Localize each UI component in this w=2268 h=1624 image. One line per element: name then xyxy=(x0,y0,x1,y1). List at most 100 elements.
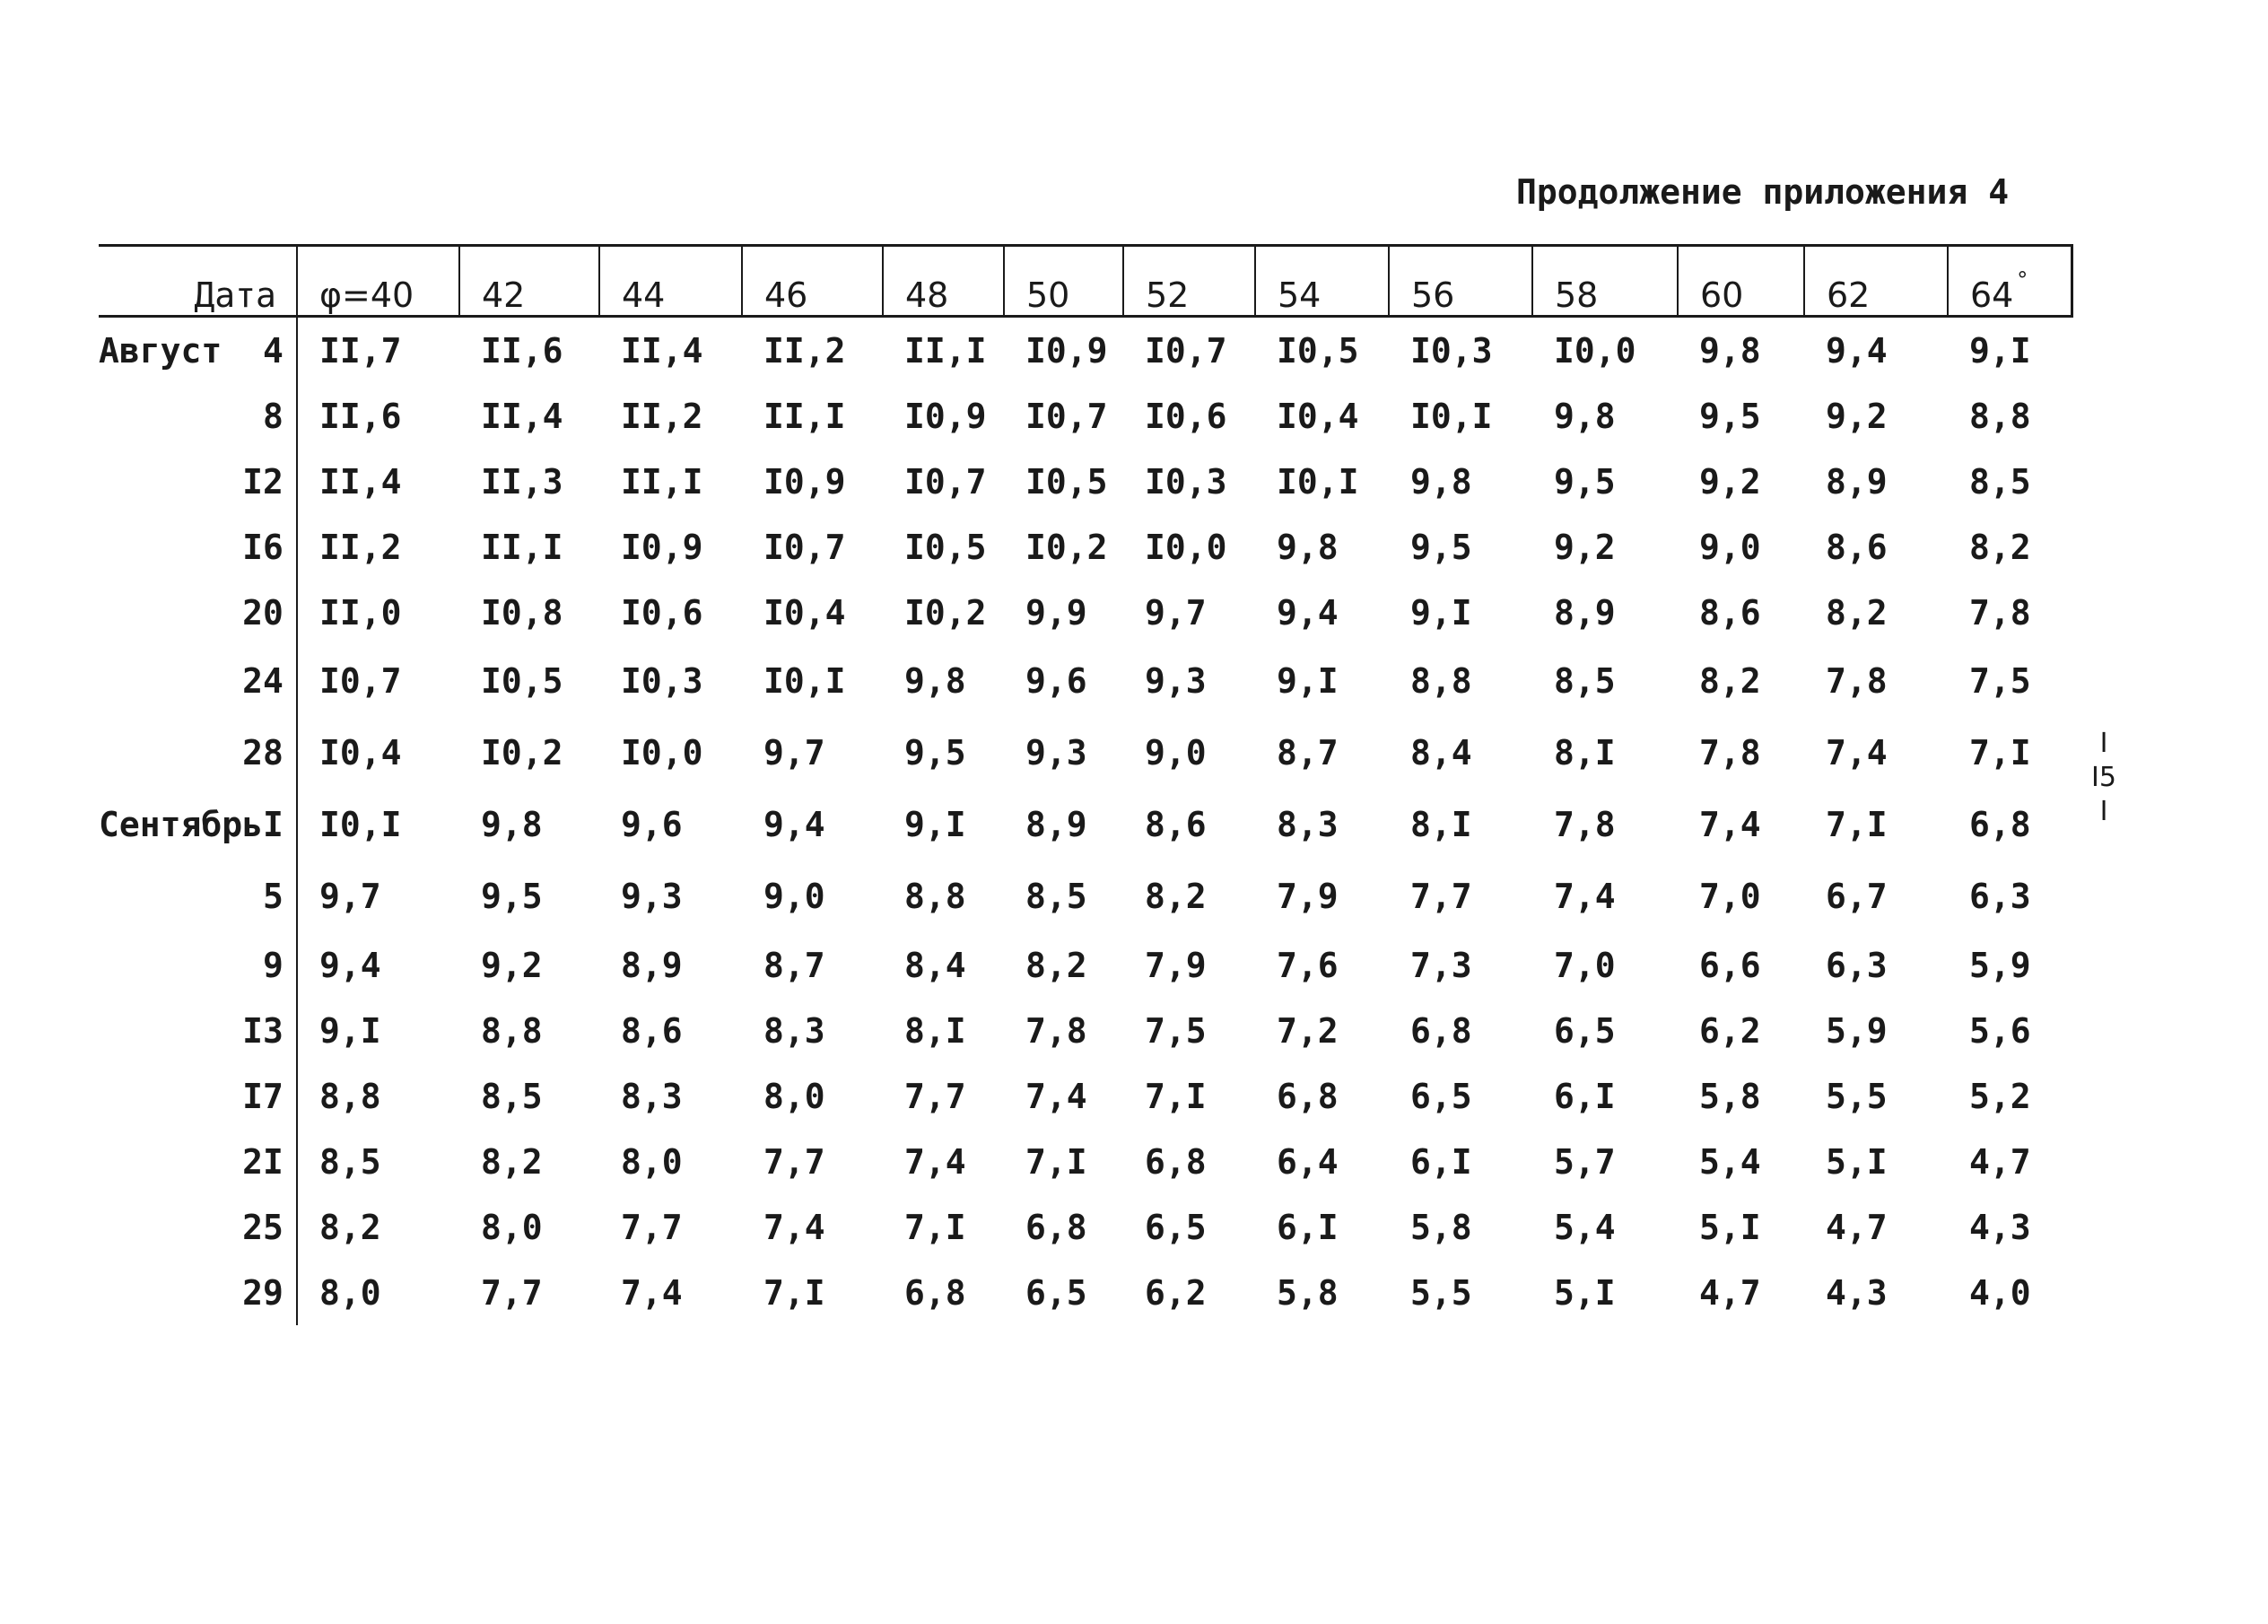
value-cell: 6,8 xyxy=(1409,1010,1472,1051)
value-cell: II,3 xyxy=(480,461,563,502)
value-cell: 7,4 xyxy=(763,1207,825,1247)
value-cell: 6,3 xyxy=(1825,945,1888,985)
value-cell: 7,5 xyxy=(1968,661,2031,701)
page-mark-line: I5 xyxy=(2091,762,2116,793)
value-cell: II,I xyxy=(620,461,703,502)
value-cell: 5,I xyxy=(1553,1272,1616,1313)
table-row: I6 II,2 II,I I0,9 I0,7 I0,5 I0,2 I0,0 9,8 9,5 9,2 9… xyxy=(99,514,2072,580)
value-cell: I0,I xyxy=(763,661,846,701)
value-cell: 8,2 xyxy=(1825,592,1888,633)
value-cell: I0,5 xyxy=(1276,330,1359,371)
date-cell: Август 4 xyxy=(99,316,298,383)
value-cell: I0,I xyxy=(318,805,402,844)
day-label: 2I xyxy=(242,1141,284,1182)
value-cell: I0,I xyxy=(1276,461,1359,502)
value-cell: 7,I xyxy=(1144,1076,1207,1116)
value-cell: 9,5 xyxy=(903,733,966,773)
value-cell: 7,0 xyxy=(1553,945,1616,985)
table-row: СентябрьI I0,I 9,8 9,6 9,4 9,I 8,9 8,6 8,3 8,I 7,8… xyxy=(99,789,2072,860)
page-number-mark: I I5 I xyxy=(2090,727,2117,829)
value-cell: 8,6 xyxy=(620,1010,683,1051)
day-label: I7 xyxy=(242,1076,284,1116)
value-cell: 7,8 xyxy=(1025,1010,1087,1051)
value-cell: 4,0 xyxy=(1968,1272,2031,1313)
value-cell: I0,2 xyxy=(903,592,987,633)
latitude-header: 50 xyxy=(1002,244,1123,318)
latitude-header: 54 xyxy=(1253,244,1389,318)
value-cell: 9,5 xyxy=(480,877,543,916)
table-row: I2 II,4 II,3 II,I I0,9 I0,7 I0,5 I0,3 I0,I 9,8 9,5… xyxy=(99,449,2072,514)
value-cell: 9,3 xyxy=(620,877,683,916)
value-cell: 7,7 xyxy=(480,1272,543,1313)
date-cell: I2 xyxy=(99,449,298,514)
value-cell: 9,8 xyxy=(1409,461,1472,502)
value-cell: I0,0 xyxy=(1553,330,1636,371)
value-cell: I0,9 xyxy=(763,461,846,502)
value-cell: 7,I xyxy=(1825,805,1888,844)
value-cell: I0,6 xyxy=(620,592,703,633)
date-cell: 28 xyxy=(99,717,298,789)
value-cell: 6,3 xyxy=(1968,877,2031,916)
value-cell: 7,5 xyxy=(1144,1010,1207,1051)
value-cell: II,4 xyxy=(620,330,703,371)
day-label: I xyxy=(263,805,284,844)
value-cell: 5,9 xyxy=(1968,945,2031,985)
value-cell: 8,2 xyxy=(318,1207,381,1247)
value-cell: 9,4 xyxy=(763,805,825,844)
value-cell: 9,8 xyxy=(903,661,966,701)
table-row: 5 9,7 9,5 9,3 9,0 8,8 8,5 8,2 7,9 7,7 7,4 7,0 6,7 6,3 xyxy=(99,860,2072,932)
value-cell: 8,7 xyxy=(763,945,825,985)
value-cell: 5,2 xyxy=(1968,1076,2031,1116)
latitude-header: 44 xyxy=(598,244,742,318)
day-label: 5 xyxy=(263,877,284,916)
value-cell: I0,4 xyxy=(318,733,402,773)
value-cell: 9,4 xyxy=(1825,330,1888,371)
value-cell: 9,2 xyxy=(1698,461,1761,502)
value-cell: 8,3 xyxy=(620,1076,683,1116)
latitude-header: φ=40 xyxy=(295,244,459,318)
value-cell: 8,9 xyxy=(620,945,683,985)
value-cell: 8,6 xyxy=(1698,592,1761,633)
value-cell: 7,8 xyxy=(1698,733,1761,773)
value-cell: 6,2 xyxy=(1144,1272,1207,1313)
value-cell: I0,9 xyxy=(1025,330,1108,371)
value-cell: 8,3 xyxy=(1276,805,1339,844)
value-cell: 9,6 xyxy=(620,805,683,844)
value-cell: 9,I xyxy=(1968,330,2031,371)
value-cell: I0,8 xyxy=(480,592,563,633)
value-cell: 7,I xyxy=(1968,733,2031,773)
value-cell: 9,7 xyxy=(763,733,825,773)
value-cell: 9,3 xyxy=(1025,733,1087,773)
date-cell: I7 xyxy=(99,1063,298,1129)
date-cell: 25 xyxy=(99,1194,298,1260)
value-cell: 7,4 xyxy=(620,1272,683,1313)
value-cell: 5,5 xyxy=(1409,1272,1472,1313)
value-cell: I0,7 xyxy=(1144,330,1227,371)
date-cell: 5 xyxy=(99,860,298,932)
value-cell: 8,2 xyxy=(480,1141,543,1182)
value-cell: 9,3 xyxy=(1144,661,1207,701)
value-cell: 9,I xyxy=(1276,661,1339,701)
date-cell: 9 xyxy=(99,932,298,998)
table-row: Август 4 II,7 II,6 II,4 II,2 II,I I0,9 I0,7 I0,5… xyxy=(99,316,2072,383)
day-label: 24 xyxy=(242,661,284,701)
value-cell: II,7 xyxy=(318,330,402,371)
value-cell: 9,6 xyxy=(1025,661,1087,701)
value-cell: 6,4 xyxy=(1276,1141,1339,1182)
value-cell: 9,7 xyxy=(318,877,381,916)
value-cell: 8,0 xyxy=(318,1272,381,1313)
value-cell: 8,6 xyxy=(1144,805,1207,844)
value-cell: 8,I xyxy=(1553,733,1616,773)
value-cell: 8,3 xyxy=(763,1010,825,1051)
value-cell: 9,I xyxy=(903,805,966,844)
value-cell: I0,4 xyxy=(1276,396,1359,436)
value-cell: 8,8 xyxy=(1409,661,1472,701)
value-cell: 9,0 xyxy=(763,877,825,916)
value-cell: 6,5 xyxy=(1144,1207,1207,1247)
value-cell: 4,3 xyxy=(1968,1207,2031,1247)
value-cell: 8,8 xyxy=(318,1076,381,1116)
value-cell: 8,2 xyxy=(1968,527,2031,567)
value-cell: 7,4 xyxy=(903,1141,966,1182)
date-column-header: Дата xyxy=(99,244,297,318)
value-cell: 7,I xyxy=(903,1207,966,1247)
